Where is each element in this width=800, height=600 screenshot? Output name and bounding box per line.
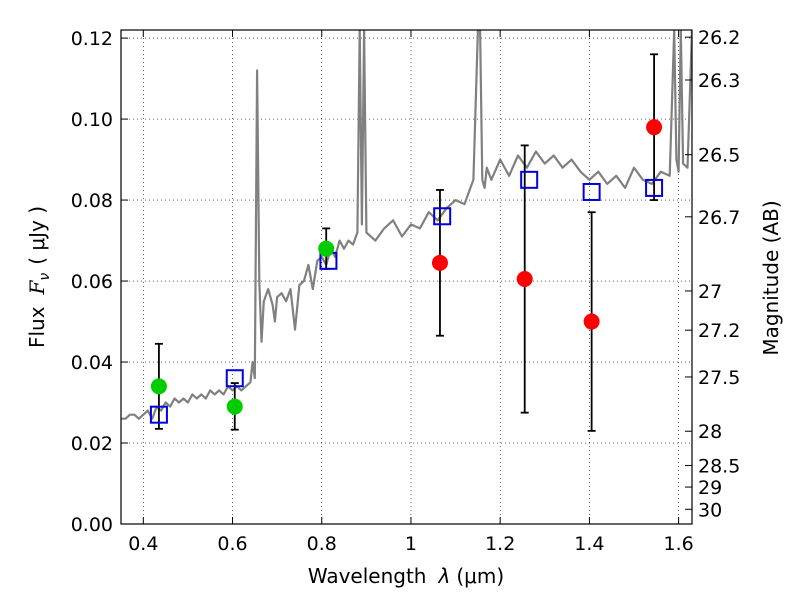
- y2-tick-label: 27.2: [698, 320, 740, 342]
- grid: [121, 30, 692, 524]
- x-axis-label: Wavelength λ (μm): [308, 564, 504, 588]
- error-bars: [154, 53, 659, 432]
- observed-point: [226, 398, 243, 415]
- y-tick-label: 0.12: [71, 28, 113, 50]
- observed-point: [150, 378, 167, 395]
- y-tick-label: 0.08: [71, 190, 113, 212]
- y2-tick-label: 26.7: [698, 207, 740, 229]
- observed-points: [150, 119, 663, 415]
- y-tick-label: 0.00: [71, 514, 113, 536]
- model-photometry-point: [645, 178, 664, 197]
- model-photometry-point: [433, 207, 452, 226]
- model-photometry-point: [582, 182, 601, 201]
- x-tick-label: 1.6: [664, 533, 694, 555]
- y-tick-label: 0.10: [71, 109, 113, 131]
- plot-area: [121, 30, 692, 432]
- y2-tick-label: 26.5: [698, 145, 740, 167]
- y2-tick-label: 28: [698, 421, 722, 443]
- x-tick-label: 0.6: [217, 533, 247, 555]
- observed-point: [516, 271, 533, 288]
- observed-point: [318, 240, 335, 257]
- y2-tick-label: 27: [698, 281, 722, 303]
- observed-point: [646, 119, 663, 136]
- y2-tick-label: 26.2: [698, 27, 740, 49]
- y2-tick-label: 26.3: [698, 70, 740, 92]
- x-tick-label: 0.4: [128, 533, 158, 555]
- y2-tick-label: 28.5: [698, 455, 740, 477]
- model-photometry-points: [149, 170, 664, 424]
- axis-ticks: 0.4 0.6 0.8 1 1.2 1.4 1.6 0.00 0.02 0.04 0.06 0.08 0…: [71, 27, 741, 555]
- y-tick-label: 0.04: [71, 352, 113, 374]
- plot-frame: [120, 29, 693, 525]
- y2-tick-label: 29: [698, 477, 722, 499]
- y-tick-label: 0.06: [71, 271, 113, 293]
- y-tick-label: 0.02: [71, 433, 113, 455]
- model-photometry-point: [225, 369, 244, 388]
- y-axis-label: FluxFν( μJy ): [25, 206, 53, 348]
- y2-tick-label: 27.5: [698, 367, 740, 389]
- model-photometry-point: [520, 170, 539, 189]
- x-tick-label: 0.8: [307, 533, 337, 555]
- observed-point: [583, 313, 600, 330]
- x-tick-label: 1.2: [485, 533, 515, 555]
- observed-point: [431, 254, 448, 271]
- y2-tick-label: 30: [698, 499, 722, 521]
- y2-axis-label: Magnitude (AB): [759, 200, 783, 355]
- x-tick-label: 1: [405, 533, 417, 555]
- x-tick-label: 1.4: [574, 533, 604, 555]
- model-photometry-point: [149, 405, 168, 424]
- model-spectrum-line: [121, 30, 692, 420]
